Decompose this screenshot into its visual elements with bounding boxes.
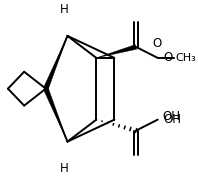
Text: H: H [59,162,68,175]
Text: O: O [152,37,161,50]
Polygon shape [96,45,137,58]
Text: OH: OH [162,110,180,123]
Text: OH: OH [163,113,181,126]
Text: CH₃: CH₃ [176,53,196,63]
Text: H: H [59,3,68,16]
Polygon shape [43,36,68,90]
Polygon shape [43,88,68,142]
Text: O: O [163,51,172,64]
